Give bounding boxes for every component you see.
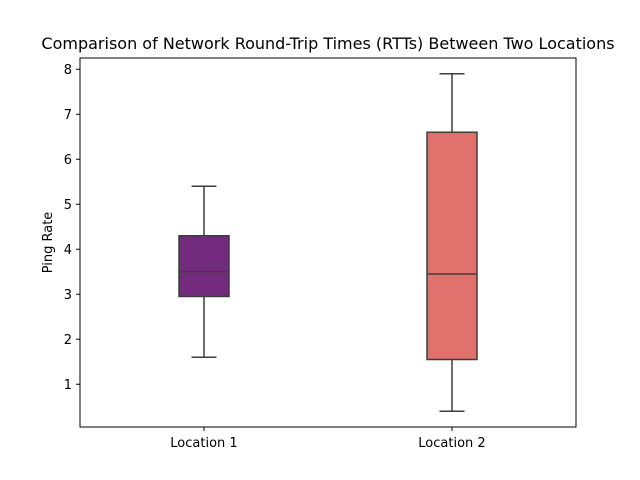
y-tick-label: 6 bbox=[64, 153, 72, 168]
y-axis-label: Ping Rate bbox=[41, 212, 56, 274]
x-axis: Location 1 Location 2 bbox=[170, 427, 486, 451]
y-tick-label: 8 bbox=[64, 63, 72, 78]
boxes-layer bbox=[178, 73, 478, 412]
y-axis: 1 2 3 4 5 6 7 8 bbox=[64, 63, 80, 393]
y-tick-label: 2 bbox=[64, 333, 72, 348]
plot-frame bbox=[79, 57, 577, 428]
y-tick-label: 1 bbox=[64, 378, 72, 393]
y-tick-label: 5 bbox=[64, 198, 72, 213]
y-tick-label: 3 bbox=[64, 288, 72, 303]
x-tick-label: Location 1 bbox=[170, 436, 237, 451]
chart-title: Comparison of Network Round-Trip Times (… bbox=[41, 34, 614, 53]
y-tick-label: 4 bbox=[64, 243, 72, 258]
iqr-box bbox=[178, 235, 230, 298]
y-tick-label: 7 bbox=[64, 108, 72, 123]
iqr-box bbox=[426, 131, 478, 361]
box-group-1 bbox=[178, 185, 230, 358]
box-group-2 bbox=[426, 73, 478, 412]
x-tick-label: Location 2 bbox=[418, 436, 485, 451]
